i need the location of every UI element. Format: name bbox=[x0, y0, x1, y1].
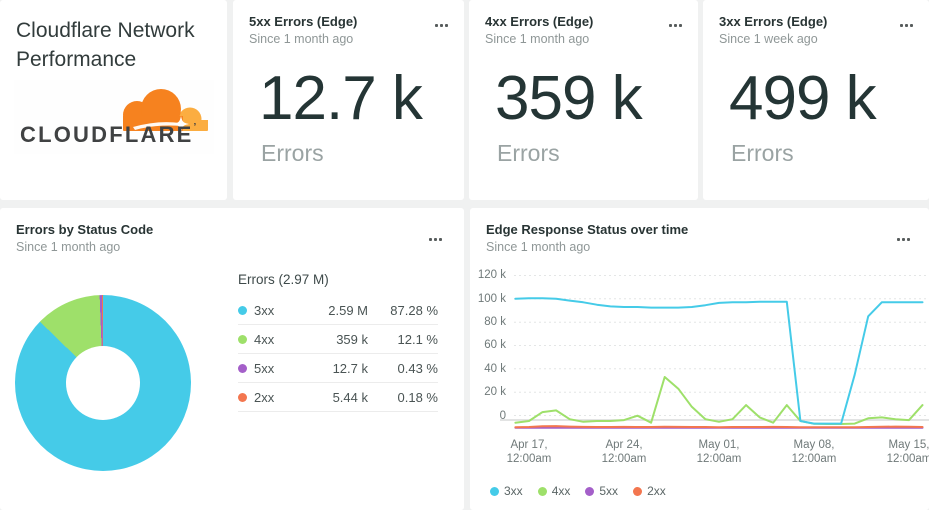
kpi-subtitle: Since 1 month ago bbox=[249, 32, 354, 46]
series-dot-5xx bbox=[238, 363, 247, 373]
series-label: 3xx bbox=[504, 484, 523, 498]
chart-subtitle: Since 1 month ago bbox=[16, 240, 121, 254]
cloudflare-cloud-icon bbox=[106, 82, 210, 134]
series-dot-4xx bbox=[537, 486, 547, 496]
x-tick-label: May 01, 12:00am bbox=[696, 439, 742, 465]
kpi-title: 3xx Errors (Edge) bbox=[719, 14, 828, 29]
chart-legend: 3xx 4xx 5xx 2xx bbox=[490, 484, 666, 498]
series-dot-2xx bbox=[633, 486, 643, 496]
line-chart[interactable] bbox=[470, 208, 929, 510]
kpi-unit-label: Errors bbox=[261, 140, 324, 166]
x-tick-label: Apr 17, 12:00am bbox=[506, 439, 552, 465]
cloudflare-wordmark: CLOUDFLARE’ bbox=[20, 122, 199, 147]
kpi-card-5xx: 5xx Errors (Edge) Since 1 month ago 12.7… bbox=[233, 0, 464, 200]
series-dot-3xx bbox=[490, 486, 499, 496]
y-tick-label: 80 k bbox=[484, 316, 506, 328]
kpi-subtitle: Since 1 week ago bbox=[719, 32, 818, 46]
kpi-title: 4xx Errors (Edge) bbox=[485, 14, 594, 29]
legend-row-2xx[interactable]: 2xx 5.44 k 0.18 % bbox=[238, 383, 438, 412]
legend-row-4xx[interactable]: 4xx 359 k 12.1 % bbox=[238, 325, 438, 354]
kpi-subtitle: Since 1 month ago bbox=[485, 32, 590, 46]
y-tick-label: 120 k bbox=[477, 269, 506, 281]
legend-item-2xx[interactable]: 2xx bbox=[633, 484, 666, 498]
chart-title: Errors by Status Code bbox=[16, 222, 154, 237]
kpi-card-4xx: 4xx Errors (Edge) Since 1 month ago 359 … bbox=[469, 0, 698, 200]
errors-by-status-card: Errors by Status Code Since 1 month ago … bbox=[0, 208, 464, 510]
series-dot-4xx bbox=[238, 334, 247, 344]
logo-sparkle bbox=[173, 116, 189, 132]
series-dot-5xx bbox=[585, 486, 595, 496]
donut-chart[interactable] bbox=[15, 295, 191, 471]
y-tick-label: 20 k bbox=[484, 386, 506, 398]
edge-response-status-card: Edge Response Status over time Since 1 m… bbox=[470, 208, 929, 510]
donut-legend-table: 3xx 2.59 M 87.28 % 4xx 359 k 12.1 % 5xx … bbox=[238, 296, 438, 412]
y-tick-label: 100 k bbox=[477, 293, 506, 305]
legend-item-4xx[interactable]: 4xx bbox=[537, 484, 571, 498]
legend-row-3xx[interactable]: 3xx 2.59 M 87.28 % bbox=[238, 296, 438, 325]
x-tick-label: Apr 24, 12:00am bbox=[601, 439, 647, 465]
series-label: 4xx bbox=[551, 484, 571, 498]
x-tick-label: May 15, 12:00am bbox=[886, 439, 929, 465]
x-tick-label: May 08, 12:00am bbox=[791, 439, 837, 465]
card-menu-icon[interactable] bbox=[435, 24, 448, 27]
card-menu-icon[interactable] bbox=[669, 24, 682, 27]
logo-trademark: ’ bbox=[193, 122, 199, 133]
kpi-value: 499 k bbox=[729, 64, 877, 133]
donut-hole bbox=[66, 346, 140, 420]
kpi-value: 359 k bbox=[495, 64, 643, 133]
dashboard-title: Cloudflare Network Performance bbox=[16, 19, 195, 71]
header-card: Cloudflare Network Performance bbox=[0, 0, 227, 200]
legend-row-5xx[interactable]: 5xx 12.7 k 0.43 % bbox=[238, 354, 438, 383]
series-dot-3xx bbox=[238, 305, 247, 315]
y-tick-label: 40 k bbox=[484, 363, 506, 375]
kpi-card-3xx: 3xx Errors (Edge) Since 1 week ago 499 k… bbox=[703, 0, 929, 200]
card-menu-icon[interactable] bbox=[900, 24, 913, 27]
donut-legend-header: Errors (2.97 M) bbox=[238, 272, 329, 287]
legend-item-5xx[interactable]: 5xx bbox=[585, 484, 618, 498]
chart-title: Edge Response Status over time bbox=[486, 222, 689, 237]
series-label: 2xx bbox=[647, 484, 666, 498]
legend-item-3xx[interactable]: 3xx bbox=[490, 484, 523, 498]
kpi-title: 5xx Errors (Edge) bbox=[249, 14, 358, 29]
series-label: 5xx bbox=[599, 484, 619, 498]
y-tick-label: 60 k bbox=[484, 339, 506, 351]
kpi-unit-label: Errors bbox=[497, 140, 560, 166]
card-menu-icon[interactable] bbox=[897, 238, 910, 241]
series-dot-2xx bbox=[238, 392, 247, 402]
kpi-unit-label: Errors bbox=[731, 140, 794, 166]
card-menu-icon[interactable] bbox=[429, 238, 442, 241]
kpi-value: 12.7 k bbox=[259, 64, 423, 133]
logo-swoosh bbox=[133, 122, 182, 130]
cloudflare-logo: CLOUDFLARE’ bbox=[14, 80, 214, 154]
y-tick-label: 0 bbox=[499, 410, 506, 422]
chart-subtitle: Since 1 month ago bbox=[486, 240, 591, 254]
